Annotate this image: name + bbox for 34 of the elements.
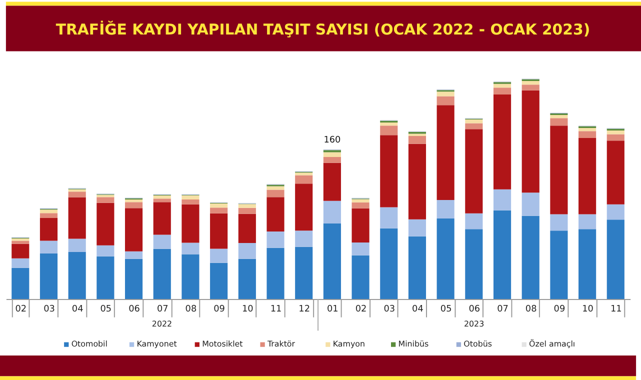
x-tick-label: 12: [298, 304, 310, 314]
legend-label: Kamyon: [332, 340, 366, 349]
x-tick-label: 06: [468, 304, 480, 314]
x-tick-label: 05: [440, 304, 452, 314]
x-tick-label: 04: [72, 304, 84, 314]
x-tick-label: 08: [185, 304, 197, 314]
x-tick-label: 02: [15, 304, 27, 314]
x-tick-label: 04: [412, 304, 424, 314]
legend-label: Minibüs: [398, 340, 429, 349]
x-tick-label: 07: [497, 304, 508, 314]
text: 2022: [152, 320, 172, 329]
legend-label: Otomobil: [71, 340, 108, 349]
x-tick-label: 07: [156, 304, 168, 314]
text: 2023: [464, 320, 484, 329]
legend-label: Özel amaçlı: [529, 338, 576, 349]
x-tick-label: 10: [242, 304, 254, 314]
legend-label: Otobüs: [464, 340, 492, 349]
x-tick-label: 01: [327, 304, 338, 314]
x-tick-label: 11: [270, 304, 282, 314]
legend-label: Kamyonet: [136, 340, 177, 349]
chart-title: TRAFİĞE KAYDI YAPILAN TAŞIT SAYISI (OCAK 2022 - OCAK 2023): [56, 20, 590, 38]
x-tick-label: 06: [128, 304, 140, 314]
x-tick-label: 05: [100, 304, 112, 314]
x-tick-label: 10: [582, 304, 594, 314]
x-tick-label: 09: [214, 304, 226, 314]
annotation: 160: [324, 135, 342, 146]
x-tick-label: 02: [355, 304, 367, 314]
x-tick-label: 03: [384, 304, 396, 314]
x-tick-label: 11: [610, 304, 622, 314]
x-tick-label: 09: [554, 304, 566, 314]
legend-label: Motosiklet: [202, 340, 243, 349]
legend-label: Traktör: [266, 340, 296, 349]
x-tick-label: 08: [525, 304, 538, 314]
x-tick-label: 03: [44, 304, 55, 314]
